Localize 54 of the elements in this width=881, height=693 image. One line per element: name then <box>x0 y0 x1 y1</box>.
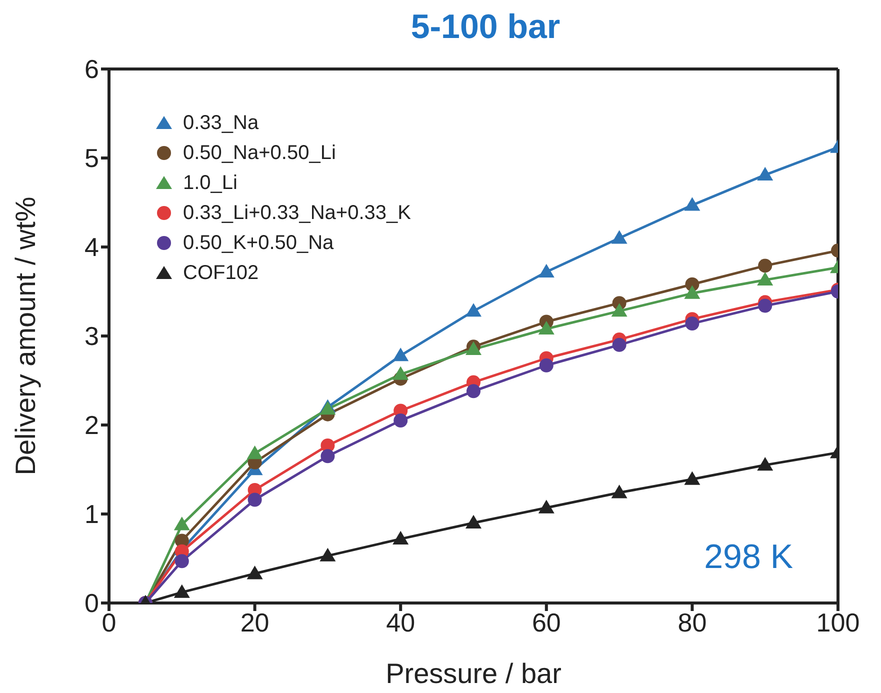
point <box>246 566 263 580</box>
point <box>611 303 628 317</box>
legend-label: 0.50_Na+0.50_Li <box>183 141 336 166</box>
point <box>394 414 408 428</box>
y-axis-title: Delivery amount / wt% <box>10 196 41 476</box>
point <box>248 492 262 507</box>
point <box>757 457 774 471</box>
point <box>612 338 626 352</box>
y-tick-label: 2 <box>84 410 99 440</box>
x-tick-label: 100 <box>816 607 860 638</box>
point <box>538 320 554 334</box>
x-tick-label: 40 <box>386 607 416 638</box>
y-tick-label: 4 <box>84 232 99 262</box>
y-tick-label: 0 <box>84 588 99 618</box>
point <box>466 384 480 398</box>
legend-label: COF102 <box>183 261 259 286</box>
point <box>685 316 700 331</box>
point <box>538 264 554 278</box>
legend-label: 0.33_Li+0.33_Na+0.33_K <box>183 201 411 226</box>
y-tick-label: 3 <box>84 321 99 352</box>
point <box>538 500 554 514</box>
legend-label: 1.0_Li <box>183 171 238 196</box>
point <box>539 358 554 372</box>
point <box>757 166 774 181</box>
point <box>611 230 628 244</box>
point <box>466 303 482 317</box>
point <box>174 516 190 530</box>
x-axis-title: Pressure / bar <box>386 658 562 689</box>
point <box>392 348 409 362</box>
point <box>758 258 772 273</box>
point <box>174 554 189 568</box>
point <box>320 548 336 562</box>
point <box>684 197 700 211</box>
point <box>174 584 190 598</box>
annotation: 298 K <box>704 538 793 577</box>
point <box>392 530 409 545</box>
y-tick-label: 6 <box>84 54 99 84</box>
legend-label: 0.50_K+0.50_Na <box>183 231 334 256</box>
point <box>246 445 263 460</box>
x-tick-label: 60 <box>532 607 561 638</box>
point <box>392 366 409 380</box>
chart-title: 5-100 bar <box>410 8 562 48</box>
y-tick-label: 5 <box>84 143 99 174</box>
point <box>758 298 772 313</box>
point <box>320 449 335 464</box>
legend-label: 0.33_Na <box>183 111 259 136</box>
point <box>466 514 482 528</box>
x-tick-label: 80 <box>678 607 707 638</box>
x-tick-label: 20 <box>240 607 270 638</box>
point <box>684 285 700 299</box>
point <box>757 272 774 286</box>
point <box>684 471 700 485</box>
y-tick-label: 1 <box>84 499 99 530</box>
point <box>611 484 628 498</box>
